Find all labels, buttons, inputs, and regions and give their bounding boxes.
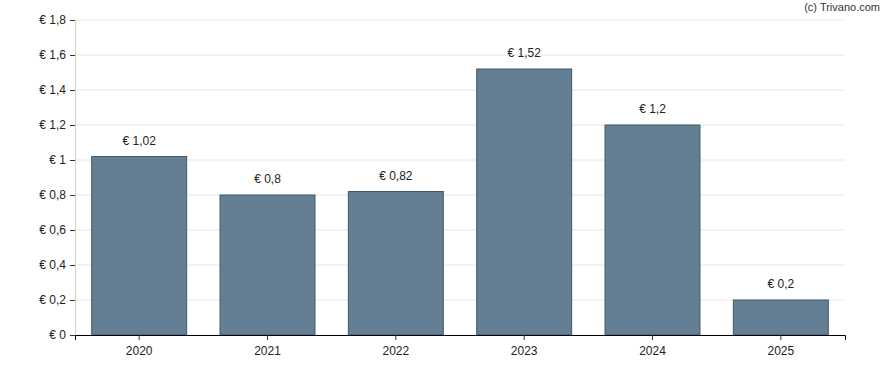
x-tick: 2021	[254, 335, 281, 358]
x-tick-label: 2023	[511, 344, 538, 358]
bar	[477, 69, 572, 335]
y-tick-mark	[70, 20, 75, 21]
chart: € 0 € 0,2 € 0,4 € 0,6 € 0,8 € 1 € 1,2 € 1,4 € 1,…	[0, 0, 888, 370]
grid-line	[75, 195, 845, 196]
y-tick: € 0,2	[39, 293, 75, 307]
y-tick-label: € 0	[49, 328, 66, 342]
y-tick-label: € 0,6	[39, 223, 66, 237]
x-tick-label: 2024	[639, 344, 666, 358]
bars	[92, 69, 829, 335]
y-tick: € 1	[49, 153, 75, 167]
x-axis: 2020 2021 2022 2023 2024 2025	[76, 335, 846, 358]
x-tick-label: 2020	[126, 344, 153, 358]
annotation: (c) Trivano.com	[804, 1, 880, 13]
y-tick: € 0,6	[39, 223, 75, 237]
x-tick-mark	[139, 335, 140, 340]
y-tick-mark	[70, 90, 75, 91]
y-tick-label: € 1,8	[39, 13, 66, 27]
x-tick-mark	[267, 335, 268, 340]
x-tick-mark	[395, 335, 396, 340]
bar	[92, 157, 187, 336]
data-label: € 1,2	[639, 102, 666, 116]
y-tick-mark	[70, 300, 75, 301]
plot: € 0 € 0,2 € 0,4 € 0,6 € 0,8 € 1 € 1,2 € 1,4 € 1,…	[39, 13, 845, 357]
x-tick: 2020	[126, 335, 153, 358]
grid-line	[75, 20, 845, 21]
y-axis-line	[70, 21, 76, 336]
y-tick: € 1,6	[39, 48, 75, 62]
data-label: € 1,52	[507, 46, 541, 60]
grid-line	[75, 160, 845, 161]
grid	[75, 20, 845, 335]
x-tick-mark	[524, 335, 525, 340]
grid-line	[75, 55, 845, 56]
grid-line	[75, 265, 845, 266]
y-tick-label: € 1,4	[39, 83, 66, 97]
y-tick: € 0,4	[39, 258, 75, 272]
grid-line	[75, 230, 845, 231]
y-tick-label: € 0,8	[39, 188, 66, 202]
bar	[348, 192, 443, 336]
data-labels: € 1,02 € 0,8 € 0,82 € 1,52 € 1,2 € 0,2	[122, 46, 794, 291]
y-tick: € 1,8	[39, 13, 75, 27]
grid-line	[75, 300, 845, 301]
data-label: € 0,8	[254, 172, 281, 186]
data-label: € 0,2	[767, 277, 794, 291]
x-tick: 2025	[767, 335, 794, 358]
bar	[220, 195, 315, 335]
y-tick: € 0,8	[39, 188, 75, 202]
y-tick-label: € 1,6	[39, 48, 66, 62]
y-tick-label: € 1,2	[39, 118, 66, 132]
y-tick-mark	[70, 230, 75, 231]
y-tick-label: € 0,4	[39, 258, 66, 272]
x-tick-mark	[652, 335, 653, 340]
y-tick-label: € 0,2	[39, 293, 66, 307]
x-tick-label: 2022	[382, 344, 409, 358]
data-label: € 0,82	[379, 169, 413, 183]
y-axis: € 0 € 0,2 € 0,4 € 0,6 € 0,8 € 1 € 1,2 € 1,4 € 1,…	[39, 13, 75, 342]
x-tick: 2022	[382, 335, 409, 358]
y-tick-mark	[70, 335, 75, 336]
x-tick: 2023	[511, 335, 538, 358]
y-tick-mark	[70, 160, 75, 161]
y-tick: € 1,4	[39, 83, 75, 97]
bar	[605, 125, 700, 335]
y-tick: € 1,2	[39, 118, 75, 132]
y-tick-mark	[70, 55, 75, 56]
y-tick-label: € 1	[49, 153, 66, 167]
x-tick: 2024	[639, 335, 666, 358]
x-tick-mark	[780, 335, 781, 340]
y-tick-mark	[70, 125, 75, 126]
y-tick: € 0	[49, 328, 75, 342]
x-tick-label: 2021	[254, 344, 281, 358]
x-axis-line	[76, 336, 846, 341]
grid-line	[75, 125, 845, 126]
x-tick-label: 2025	[767, 344, 794, 358]
y-tick-mark	[70, 265, 75, 266]
bar	[733, 300, 828, 335]
y-tick-mark	[70, 195, 75, 196]
grid-line	[75, 90, 845, 91]
data-label: € 1,02	[122, 134, 156, 148]
